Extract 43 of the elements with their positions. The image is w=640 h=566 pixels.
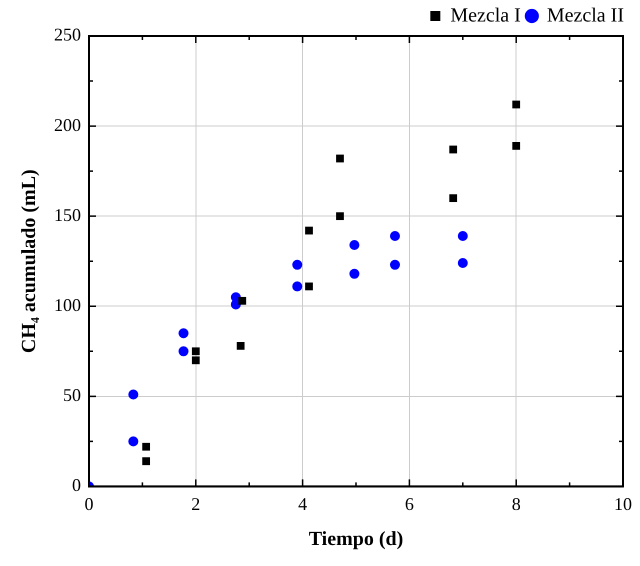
point	[449, 146, 458, 154]
point	[349, 268, 360, 279]
x-axis-title: Tiempo (d)	[308, 528, 404, 550]
y-tick-label: 200	[54, 114, 81, 135]
point	[178, 346, 189, 356]
point	[458, 230, 468, 241]
point	[349, 240, 360, 250]
y-tick-label: 100	[54, 294, 81, 315]
y-tick-label: 0	[72, 475, 81, 496]
point	[292, 260, 302, 270]
point	[305, 226, 313, 234]
point	[512, 142, 520, 150]
point	[292, 281, 302, 292]
legend-label: Mezcla I	[450, 4, 521, 26]
point	[305, 282, 313, 290]
point	[192, 356, 200, 364]
point	[128, 436, 138, 446]
y-tick-label: 150	[54, 204, 81, 225]
point	[236, 342, 245, 350]
point	[390, 230, 400, 241]
point	[458, 258, 468, 268]
point	[230, 299, 241, 310]
point	[128, 390, 138, 400]
y-tick-label: 50	[63, 385, 81, 406]
x-tick-label: 8	[512, 494, 521, 514]
point	[336, 154, 344, 162]
point	[142, 442, 150, 451]
point	[178, 328, 189, 338]
point	[512, 100, 520, 108]
x-tick-label: 0	[84, 494, 94, 514]
x-tick-label: 2	[191, 494, 200, 514]
point	[449, 194, 458, 202]
point	[238, 296, 246, 305]
x-tick-label: 4	[298, 494, 308, 514]
x-tick-label: 6	[404, 494, 414, 514]
y-tick-label: 250	[54, 24, 81, 45]
x-tick-label: 10	[614, 494, 632, 514]
point	[192, 347, 200, 356]
point	[336, 212, 344, 220]
point	[390, 260, 400, 270]
legend-label: Mezcla II	[546, 4, 624, 26]
y-axis-title: CH₄ acumulado (mL)	[18, 169, 40, 354]
point	[142, 457, 150, 466]
